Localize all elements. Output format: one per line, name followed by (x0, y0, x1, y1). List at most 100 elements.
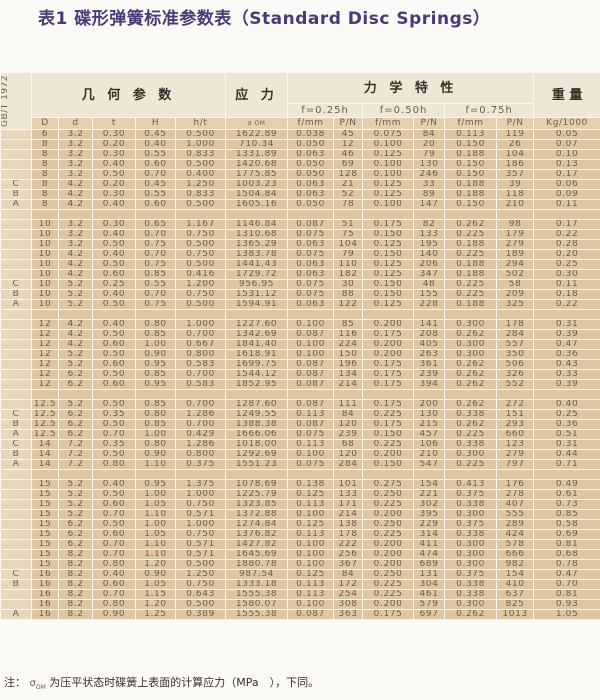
table-cell: 0.188 (444, 239, 498, 250)
table-row: A 8 4.2 0.40 0.60 0.500 1605.16 0.050 78 0.100 147… (0, 199, 600, 210)
footnote: 注： σOM 为压平状态时碟簧上表面的计算应力（MPa ），下同。 (4, 674, 319, 691)
table-cell: 0.200 (362, 539, 415, 550)
table-row: 6 3.2 0.30 0.45 0.500 1622.89 0.038 45 0.075 84 0.… (0, 129, 600, 140)
table-cell: 1.20 (135, 559, 176, 570)
table-cell: 0.200 (362, 559, 415, 570)
table-cell: 0.125 (362, 149, 415, 160)
table-cell: 474 (413, 549, 446, 560)
table-cell: 552 (496, 379, 535, 390)
table-cell: 0.47 (533, 569, 600, 580)
table-cell: 1880.78 (225, 559, 289, 570)
table-row: 12 5.2 0.60 0.95 0.583 1699.75 0.087 196 0.175 36… (0, 359, 600, 370)
table-cell (333, 309, 364, 320)
table-cell (287, 389, 335, 400)
table-cell: 825 (496, 599, 535, 610)
table-cell: 302 (413, 499, 446, 510)
table-cell: 0.51 (533, 429, 600, 440)
table-cell: 697 (413, 609, 446, 620)
table-cell: 6.2 (58, 529, 93, 540)
series-label (0, 539, 32, 550)
table-cell: 10 (31, 299, 59, 310)
table-cell: 1645.69 (225, 549, 289, 560)
table-cell: 20 (413, 139, 446, 150)
series-label (0, 139, 32, 150)
table-cell: 0.70 (533, 579, 600, 590)
table-cell: 0.225 (444, 459, 498, 470)
table-cell: 6.2 (58, 379, 93, 390)
series-label (0, 269, 32, 280)
table-cell: 279 (496, 449, 535, 460)
table-cell: 0.500 (174, 199, 227, 210)
table-cell: 16 (31, 589, 59, 600)
table-row: B 16 8.2 0.60 1.05 0.750 1333.18 0.113 172 0.225 3… (0, 579, 600, 590)
table-cell (174, 469, 227, 480)
table-cell: 0.81 (533, 539, 600, 550)
table-cell: 130 (413, 409, 446, 420)
table-cell: 5.2 (58, 279, 93, 290)
table-cell: 10 (31, 219, 59, 230)
series-label (0, 479, 32, 490)
table-cell: 347 (413, 269, 446, 280)
table-cell: 987.54 (225, 569, 289, 580)
table-cell: 0.36 (533, 349, 600, 360)
table-cell: 263 (413, 349, 446, 360)
table-cell: 367 (333, 559, 364, 570)
table-cell: 1699.75 (225, 359, 289, 370)
table-cell: 326 (496, 369, 535, 380)
table-cell: 1078.69 (225, 479, 289, 490)
table-cell: 15 (31, 559, 59, 570)
table-cell: 189 (496, 249, 535, 260)
table-cell: 0.225 (362, 409, 415, 420)
table-cell: 119 (496, 129, 535, 140)
table-cell: 134 (333, 369, 364, 380)
table-cell: 1331.89 (225, 149, 289, 160)
table-cell: 0.100 (287, 539, 335, 550)
table-row: C 16 8.2 0.40 0.90 1.250 987.54 0.125 84 0.250 131… (0, 569, 600, 580)
table-cell: 1003.23 (225, 179, 289, 190)
table-cell: 110 (333, 259, 364, 270)
table-cell: 1225.79 (225, 489, 289, 500)
table-cell (58, 389, 93, 400)
table-cell (92, 469, 136, 480)
table-cell: 8.2 (58, 569, 93, 580)
spacer-row (0, 389, 600, 400)
table-cell: 12 (31, 339, 59, 350)
series-label (0, 559, 32, 570)
table-row: 10 3.2 0.40 0.70 0.750 1310.68 0.075 75 0.150 133… (0, 229, 600, 240)
table-cell: 0.60 (92, 499, 136, 510)
spacer-row (0, 309, 600, 320)
table-cell: 0.31 (533, 319, 600, 330)
table-cell: 1.00 (135, 339, 176, 350)
table-cell: 0.40 (92, 569, 136, 580)
series-label (0, 249, 32, 260)
table-cell (174, 389, 227, 400)
table-cell: 12 (31, 379, 59, 390)
table-cell: 0.100 (287, 599, 335, 610)
table-cell: 1.286 (174, 409, 227, 420)
table-cell: 0.65 (135, 219, 176, 230)
table-cell: 1365.29 (225, 239, 289, 250)
table-cell (225, 469, 289, 480)
table-cell: 0.50 (92, 489, 136, 500)
table-cell: 10 (31, 279, 59, 290)
spacer-row (0, 209, 600, 220)
table-cell: 0.25 (92, 279, 136, 290)
table-cell: 0.200 (362, 449, 415, 460)
table-cell: 15 (31, 529, 59, 540)
table-cell: 8.2 (58, 599, 93, 610)
table-cell: 0.85 (533, 509, 600, 520)
table-cell: 0.571 (174, 549, 227, 560)
table-cell: 222 (333, 539, 364, 550)
table-cell: 0.087 (287, 379, 335, 390)
table-cell: 16 (31, 599, 59, 610)
table-cell: 133 (413, 229, 446, 240)
table-cell: 171 (333, 499, 364, 510)
table-cell: 239 (333, 429, 364, 440)
geometry-header: 几 何 参 数 (30, 72, 227, 118)
table-row: 12 4.2 0.40 0.80 1.000 1227.60 0.100 85 0.200 141… (0, 319, 600, 330)
table-cell: 0.49 (533, 479, 600, 490)
table-cell: 0.150 (444, 139, 498, 150)
table-cell: 1227.60 (225, 319, 289, 330)
table-cell: 0.28 (533, 239, 600, 250)
series-label (0, 369, 32, 380)
